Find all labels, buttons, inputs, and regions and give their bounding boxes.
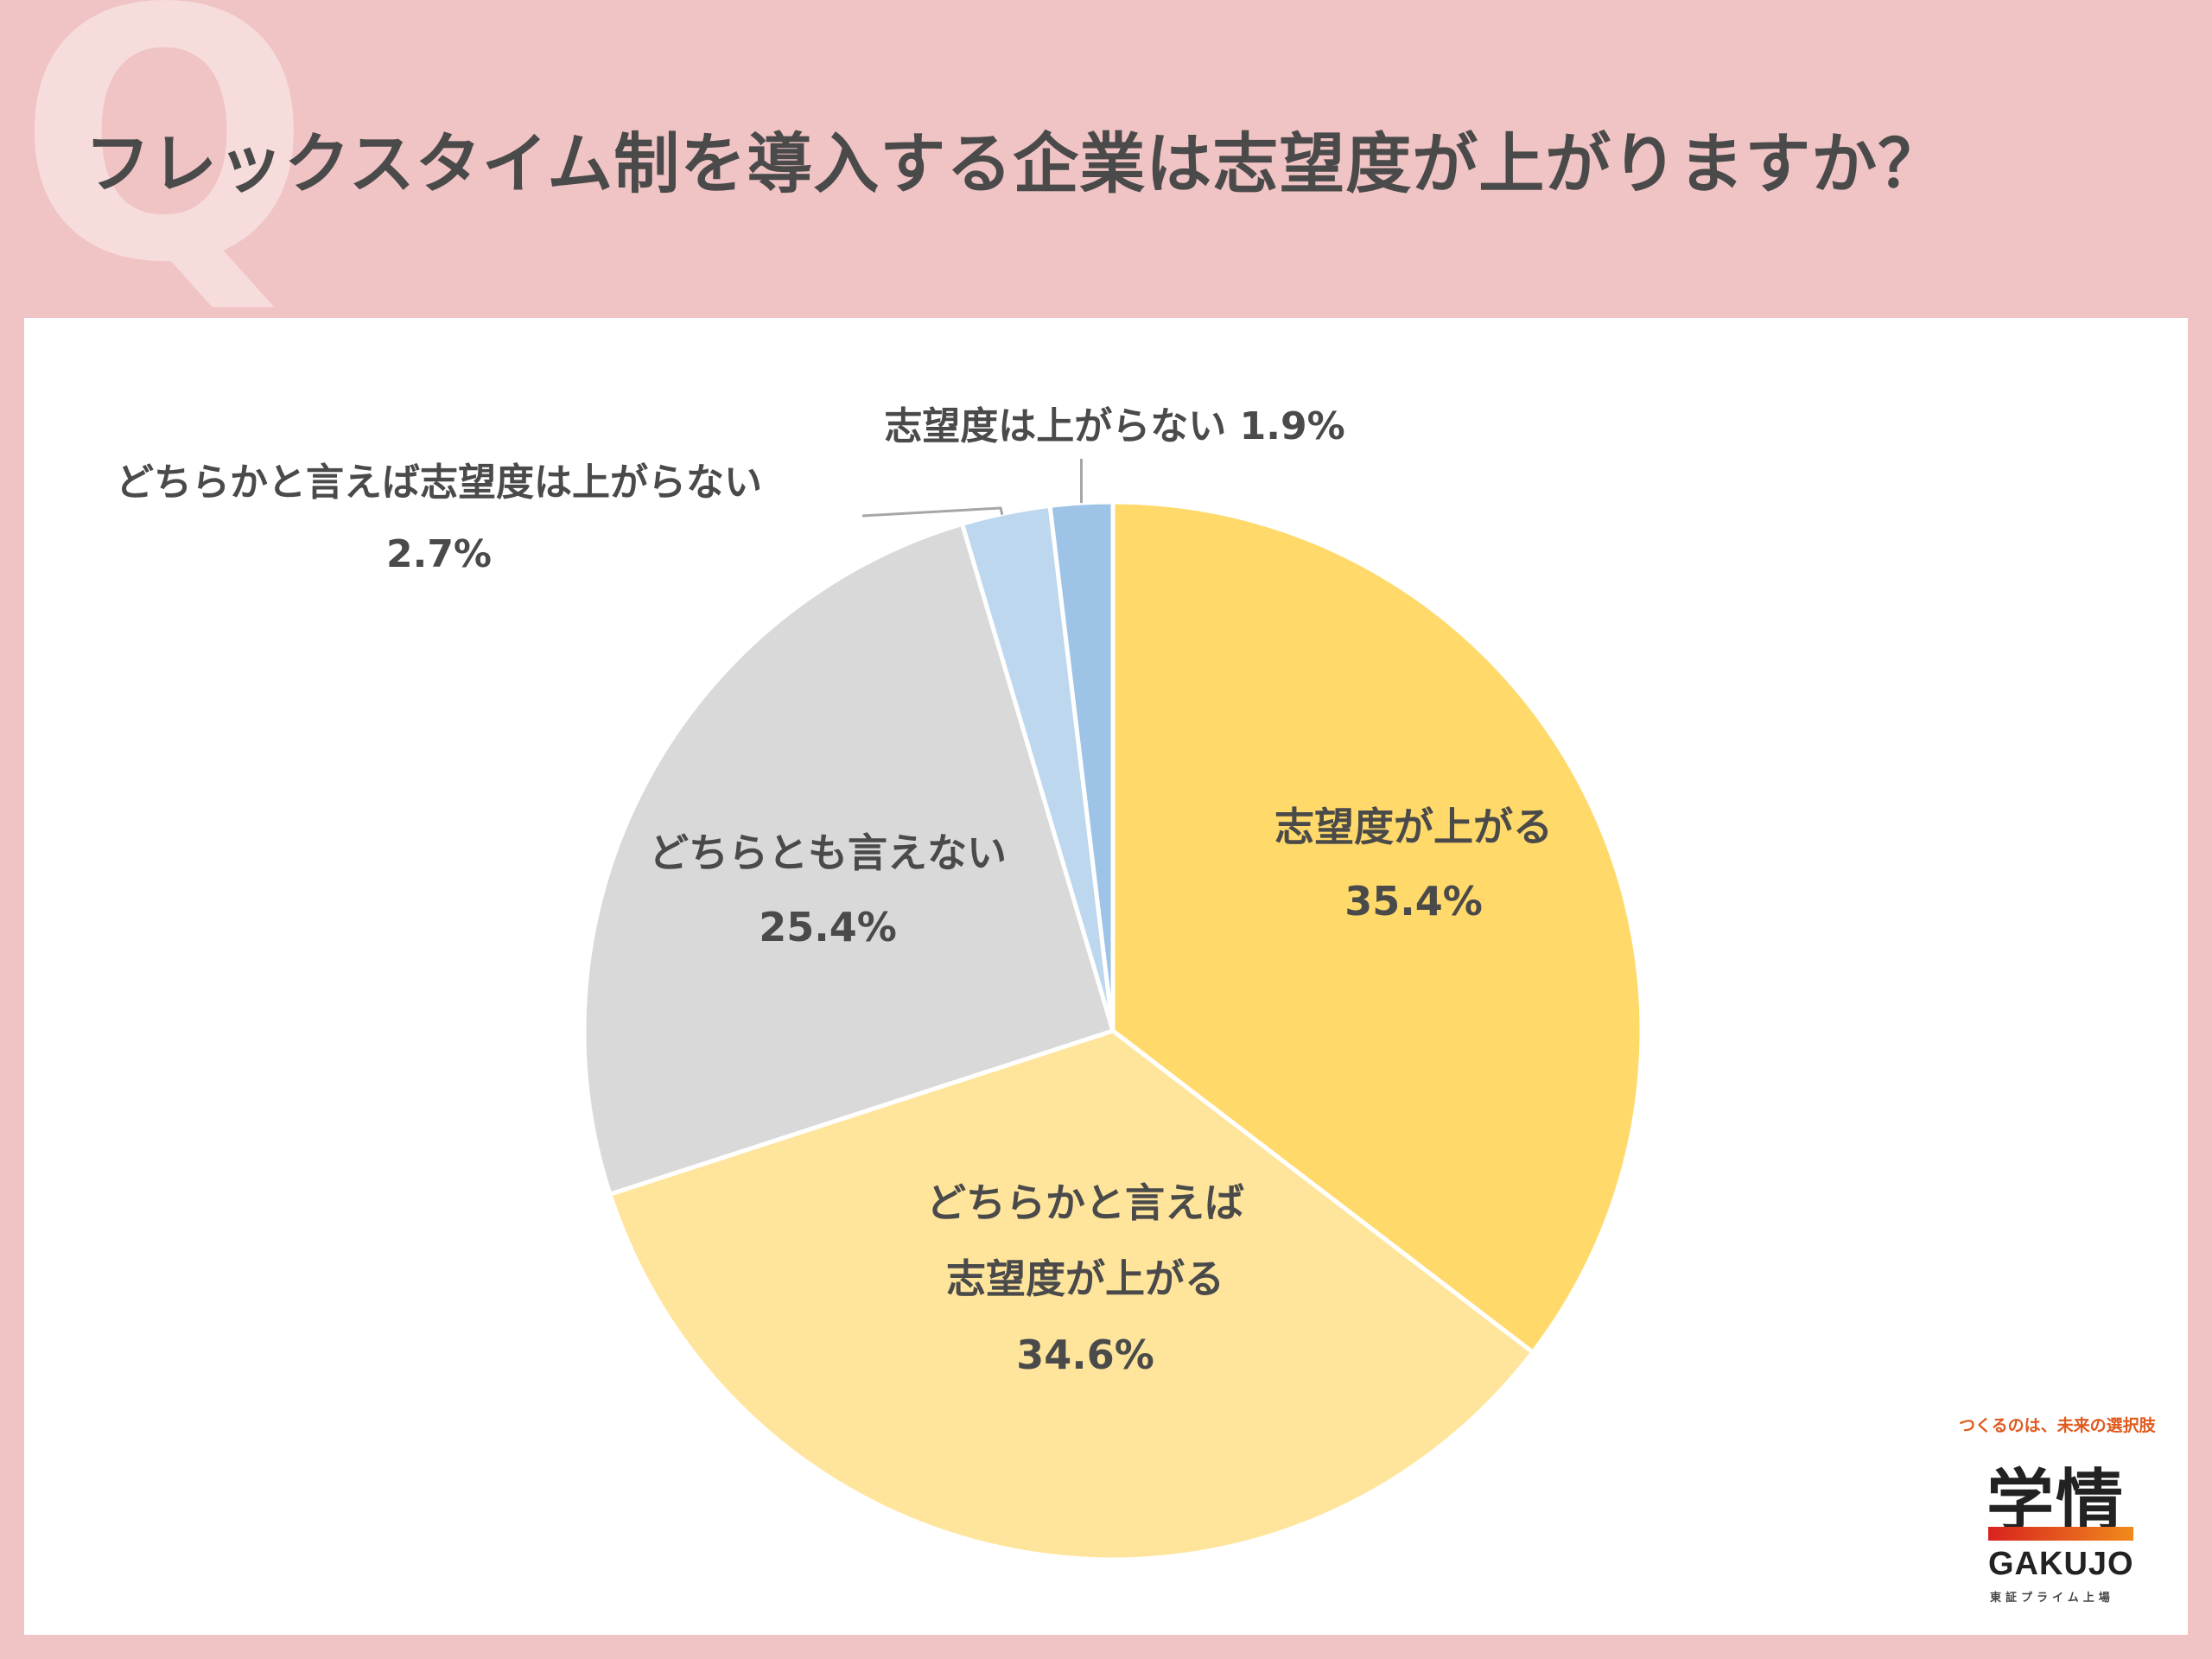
logo-tagline: つくるのは、未来の選択肢 xyxy=(1959,1416,2156,1435)
slice-4-value: 2.7% xyxy=(386,532,492,576)
page-title: フレックスタイム制を導入する企業は志望度が上がりますか？ xyxy=(85,125,1945,202)
q-decoration: Q xyxy=(17,0,312,339)
pie-slice-2 xyxy=(607,1028,1536,1562)
slice-2-value: 34.6% xyxy=(1016,1332,1154,1378)
logo-subtitle: 東証プライム上場 xyxy=(1990,1592,2114,1605)
logo-name: GAKUJO xyxy=(1988,1546,2134,1582)
slice-4-label: どちらかと言えば志望度は上がらない xyxy=(116,461,762,505)
slice-3-label: どちらとも言えない xyxy=(649,830,1007,876)
slice-1-value: 35.4% xyxy=(1344,878,1483,925)
slice-2-label: 志望度が上がる xyxy=(946,1255,1224,1302)
leader-line-4 xyxy=(861,506,1004,518)
chart-panel: 志望度が上がる 35.4% どちらかと言えば 志望度が上がる 34.6% どちらとも言えな… xyxy=(24,318,2188,1635)
pie-slice-1 xyxy=(1110,499,1644,1356)
gakujo-logo: つくるのは、未来の選択肢 学情 GAKUJO 東証プライム上場 xyxy=(1948,1413,2156,1611)
slice-2-label: どちらかと言えば xyxy=(926,1179,1244,1226)
logo-bar xyxy=(1988,1527,2133,1541)
slice-3-value: 25.4% xyxy=(759,904,897,950)
slice-5-label: 志望度は上がらない 1.9% xyxy=(884,404,1344,448)
pie-chart: 志望度が上がる35.4%どちらかと言えば志望度が上がる34.6%どちらとも言えな… xyxy=(116,404,1644,1562)
slice-1-label: 志望度が上がる xyxy=(1274,804,1553,850)
pie-slice-3 xyxy=(582,521,1116,1198)
